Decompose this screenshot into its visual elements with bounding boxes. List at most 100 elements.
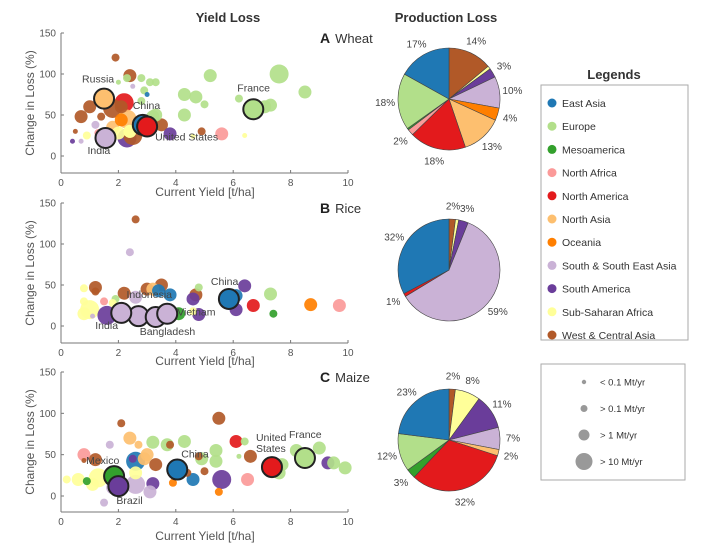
data-point	[81, 457, 87, 463]
x-tick-label: 6	[230, 348, 236, 359]
data-point	[197, 127, 206, 136]
data-point	[77, 448, 91, 462]
size-legend-item: > 10 Mt/yr	[575, 453, 643, 470]
data-point	[212, 469, 232, 489]
size-swatch	[581, 379, 587, 385]
size-swatch	[575, 453, 593, 470]
data-point	[151, 78, 160, 87]
country-label: France	[237, 82, 270, 94]
pie-slice	[412, 98, 466, 151]
data-point	[100, 498, 109, 507]
data-point	[91, 120, 100, 129]
data-point	[177, 108, 191, 122]
legend-item: Mesoamerica	[547, 144, 625, 156]
data-point	[298, 85, 312, 99]
pie-slice-label: 14%	[466, 37, 486, 48]
data-point	[163, 288, 177, 302]
panel-label: A Wheat	[320, 30, 373, 46]
data-point	[238, 279, 252, 293]
data-point	[79, 297, 88, 306]
legend-item: North Africa	[547, 168, 617, 180]
pie-slice	[404, 222, 501, 322]
pie-slice-label: 2%	[504, 451, 519, 462]
data-point	[332, 299, 346, 312]
data-point	[114, 113, 128, 127]
x-tick-label: 0	[58, 348, 64, 359]
y-tick-label: 100	[39, 409, 56, 420]
data-point	[129, 466, 143, 480]
legend-label: North Asia	[562, 214, 611, 226]
country-label-line: United	[256, 432, 287, 444]
data-point	[140, 448, 154, 462]
panel-letter: A	[320, 30, 330, 46]
data-point	[312, 441, 326, 455]
legend-swatch	[547, 121, 557, 131]
data-point	[137, 97, 146, 106]
data-point	[105, 440, 114, 449]
data-point	[78, 138, 84, 144]
region-legend: East Asia Europe Mesoamerica North Africa No…	[547, 98, 677, 342]
x-tick-label: 8	[288, 517, 294, 528]
size-legend: < 0.1 Mt/yr > 0.1 Mt/yr > 1 Mt/yr > 10 Mt/y…	[575, 378, 645, 470]
data-point	[215, 127, 229, 141]
x-tick-label: 8	[288, 178, 294, 189]
legend-label: West & Central Asia	[562, 330, 655, 342]
data-point	[126, 474, 146, 494]
data-point	[114, 100, 128, 114]
country-label: Brazil	[116, 495, 142, 507]
data-point	[69, 138, 75, 144]
data-point	[125, 248, 134, 257]
legend-item: North America	[547, 191, 629, 203]
labeled-country-point	[166, 458, 189, 481]
data-point	[154, 118, 168, 132]
x-tick-label: 4	[173, 348, 179, 359]
data-point	[62, 475, 71, 484]
legend-swatch	[547, 144, 557, 154]
data-point	[129, 290, 143, 304]
labeled-country-point	[156, 302, 179, 325]
pie-slice-label: 3%	[394, 478, 409, 489]
country-label: India	[87, 145, 110, 157]
panel-label: B Rice	[320, 200, 361, 216]
pie-slice-label: 7%	[506, 433, 521, 444]
data-point	[241, 472, 255, 486]
data-point	[186, 292, 200, 306]
data-point	[269, 64, 289, 84]
data-point	[79, 284, 88, 293]
pie-slice-label: 3%	[497, 62, 512, 73]
pie-chart-A: 14% 3% 10% 4% 13% 18% 2% 18% 17%	[375, 37, 522, 168]
y-tick-label: 100	[39, 70, 56, 81]
data-point	[152, 284, 166, 298]
data-point	[166, 440, 175, 449]
y-axis-label: Change in Loss (%)	[23, 220, 37, 325]
crop-name: Maize	[335, 370, 370, 385]
country-label: China	[211, 276, 239, 288]
size-legend-label: < 0.1 Mt/yr	[600, 378, 645, 389]
data-point	[269, 309, 278, 318]
pie-slice-label: 23%	[397, 387, 417, 398]
country-label: Russia	[82, 74, 114, 86]
legend-item: East Asia	[547, 98, 606, 110]
legend-item: Europe	[547, 121, 596, 133]
data-point	[243, 449, 257, 463]
x-tick-label: 10	[342, 178, 354, 189]
data-point	[83, 100, 97, 114]
data-point	[200, 100, 209, 109]
x-axis-label: Current Yield [t/ha]	[155, 185, 254, 199]
legend-label: East Asia	[562, 98, 606, 110]
x-axis-label: Current Yield [t/ha]	[155, 529, 254, 543]
country-label: Vietnam	[177, 307, 216, 319]
x-tick-label: 6	[230, 178, 236, 189]
y-tick-label: 0	[50, 152, 56, 163]
x-tick-label: 0	[58, 178, 64, 189]
data-point	[137, 74, 146, 83]
x-tick-label: 2	[116, 517, 122, 528]
x-tick-label: 10	[342, 348, 354, 359]
data-point	[72, 128, 78, 134]
data-point	[134, 440, 143, 449]
data-point	[115, 79, 121, 85]
data-point	[71, 472, 85, 486]
size-legend-label: > 1 Mt/yr	[600, 431, 637, 442]
data-point	[264, 287, 278, 301]
